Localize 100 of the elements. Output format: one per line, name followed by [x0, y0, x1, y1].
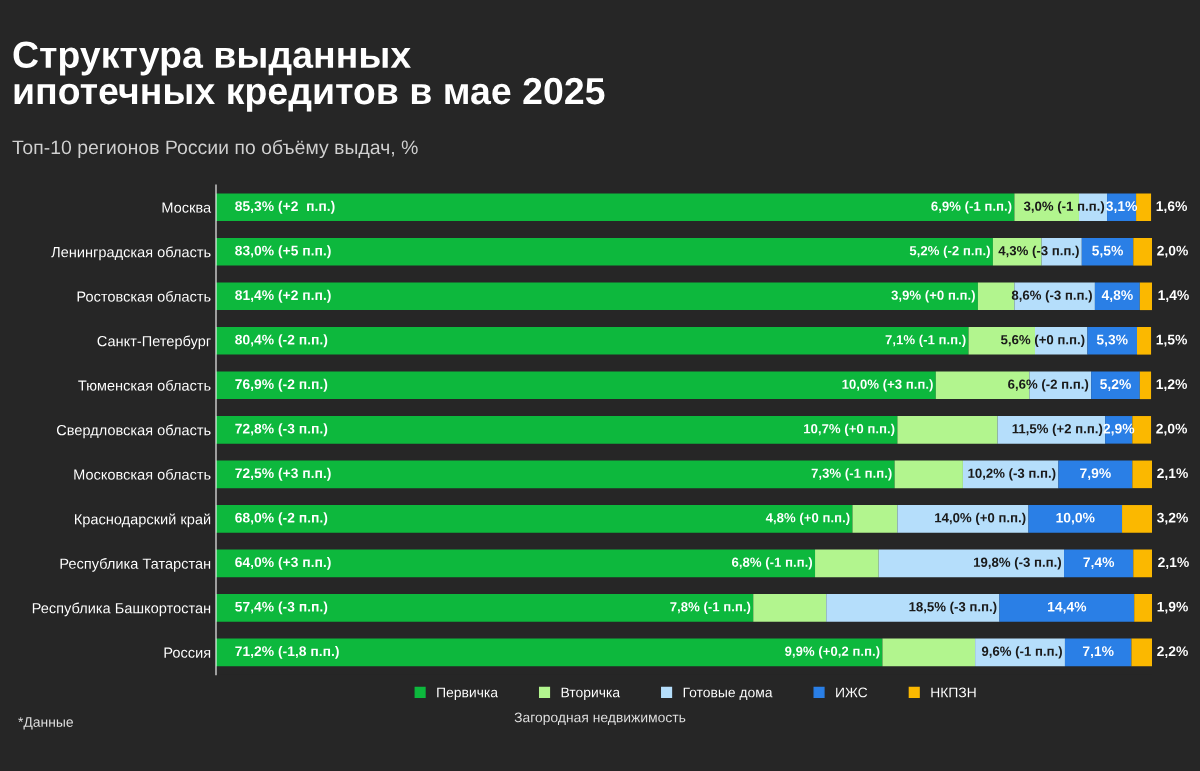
data-label: 8,6% (-3 п.п.) — [1011, 290, 1092, 303]
data-label: 85,3% (+2 п.п.) — [235, 200, 335, 214]
data-label: 6,8% (-1 п.п.) — [731, 557, 813, 570]
bar — [999, 594, 1135, 622]
data-label: 5,2% (-2 п.п.) — [909, 245, 990, 258]
bar — [1064, 638, 1132, 667]
data-label: 76,9% (-2 п.п.) — [235, 378, 328, 392]
legend-label: НКПЗН — [931, 687, 976, 698]
bar — [216, 327, 969, 355]
bar — [1087, 327, 1138, 355]
y-tick-label: Краснодарский край — [75, 513, 211, 528]
bar — [216, 505, 853, 533]
bar — [826, 594, 1000, 622]
y-tick-label: Москва — [162, 202, 212, 213]
bar — [968, 327, 1035, 355]
data-label: 83,0% (+5 п.п.) — [235, 245, 331, 259]
data-label: 2,2% — [1157, 646, 1188, 659]
data-label: 4,8% — [1101, 290, 1133, 303]
data-label: 10,7% (+0 п.п.) — [804, 423, 895, 436]
data-label: 71,2% (-1,8 п.п.) — [235, 645, 339, 659]
bar — [1133, 238, 1152, 266]
data-label: 14,0% (+0 п.п.) — [935, 512, 1026, 525]
data-label: 72,5% (+3 п.п.) — [235, 467, 331, 481]
data-label: 2,1% — [1158, 557, 1189, 570]
bar — [1078, 193, 1108, 222]
y-tick-label: Санкт-Петербург — [97, 335, 211, 350]
data-label: 5,3% — [1096, 334, 1128, 347]
data-label: 19,8% (-3 п.п.) — [973, 557, 1062, 570]
bar — [753, 594, 827, 622]
data-label: 4,3% (-3 п.п.) — [998, 245, 1079, 258]
chart-title: Структура выданных ипотечных кредитов в мае 2025 — [13, 41, 605, 112]
y-tick-label: Тюменская область — [78, 379, 211, 391]
data-label: 1,4% — [1158, 290, 1189, 303]
legend-label: ИЖС — [836, 687, 868, 698]
y-tick-label: Республика Татарстан — [60, 558, 211, 572]
data-label: 81,4% (+2 п.п.) — [235, 289, 331, 303]
bar — [897, 505, 1029, 533]
bar — [1014, 193, 1079, 222]
data-label: 1,5% — [1156, 334, 1188, 347]
bar — [216, 371, 936, 400]
bar — [216, 638, 883, 667]
bar — [1136, 193, 1152, 222]
data-label: 5,2% — [1100, 379, 1131, 392]
bar — [216, 193, 1015, 222]
data-label: 9,6% (-1 п.п.) — [981, 646, 1062, 659]
data-label: 1,2% — [1156, 379, 1188, 392]
y-tick-label: Ленинградская область — [51, 246, 211, 261]
data-label: 5,5% — [1092, 245, 1123, 258]
data-label: 5,6% (+0 п.п.) — [1000, 334, 1085, 347]
data-label: 2,0% — [1157, 245, 1188, 258]
data-label: 11,5% (+2 п.п.) — [1012, 423, 1103, 436]
data-label: 10,2% (-3 п.п.) — [968, 468, 1056, 481]
bar — [1035, 327, 1088, 355]
y-tick-label: Ростовская область — [77, 290, 211, 302]
y-tick-label: Московская область — [74, 468, 211, 480]
bar — [1028, 505, 1123, 533]
bar — [1133, 549, 1152, 578]
data-label: 6,9% (-1 п.п.) — [931, 201, 1012, 214]
bar — [1139, 371, 1152, 400]
bar — [1139, 282, 1152, 311]
legend-label: Первичка — [437, 687, 499, 701]
legend-label: Вторичка — [561, 687, 621, 701]
data-label: 2,1% — [1157, 468, 1188, 481]
data-label: 10,0% — [1056, 512, 1095, 525]
data-label: 7,8% (-1 п.п.) — [670, 601, 751, 615]
bar — [216, 282, 978, 311]
bar — [852, 505, 898, 533]
y-tick-label: Россия — [164, 647, 211, 658]
data-label: 7,1% (-1 п.п.) — [885, 334, 966, 347]
bar — [894, 460, 963, 489]
data-label: 80,4% (-2 п.п.) — [235, 334, 328, 348]
y-tick-label: Республика Башкортостан — [32, 602, 211, 617]
bar — [1081, 238, 1134, 266]
bar — [897, 416, 998, 444]
data-label: 1,9% — [1157, 601, 1188, 614]
bar — [1122, 505, 1152, 533]
data-label: 10,0% (+3 п.п.) — [842, 379, 933, 392]
bar — [216, 594, 754, 622]
data-label: 3,2% — [1157, 512, 1188, 525]
bar — [216, 416, 898, 444]
text: *Данные — [18, 717, 73, 730]
data-label: 7,3% (-1 п.п.) — [811, 468, 892, 481]
bar — [815, 549, 879, 578]
bar — [1137, 327, 1152, 355]
bar — [216, 549, 816, 578]
data-label: 57,4% (-3 п.п.) — [235, 601, 328, 615]
data-label: 14,4% — [1048, 601, 1087, 614]
data-label: 18,5% (-3 п.п.) — [909, 601, 997, 615]
y-tick-label: Свердловская область — [56, 424, 211, 439]
legend-label: Готовые дома — [683, 687, 773, 700]
bar — [216, 238, 993, 266]
data-label: 9,9% (+0,2 п.п.) — [785, 646, 880, 659]
data-label: 3,9% (+0 п.п.) — [891, 290, 975, 303]
data-label: 1,6% — [1156, 201, 1188, 214]
data-label: 6,6% (-2 п.п.) — [1008, 379, 1089, 392]
text: Загородная недвижимость — [514, 712, 686, 726]
bar — [1064, 549, 1134, 578]
data-label: 3,0% (-1 п.п.) — [1023, 201, 1105, 214]
data-label: 7,1% — [1082, 646, 1114, 659]
bar — [882, 638, 976, 667]
